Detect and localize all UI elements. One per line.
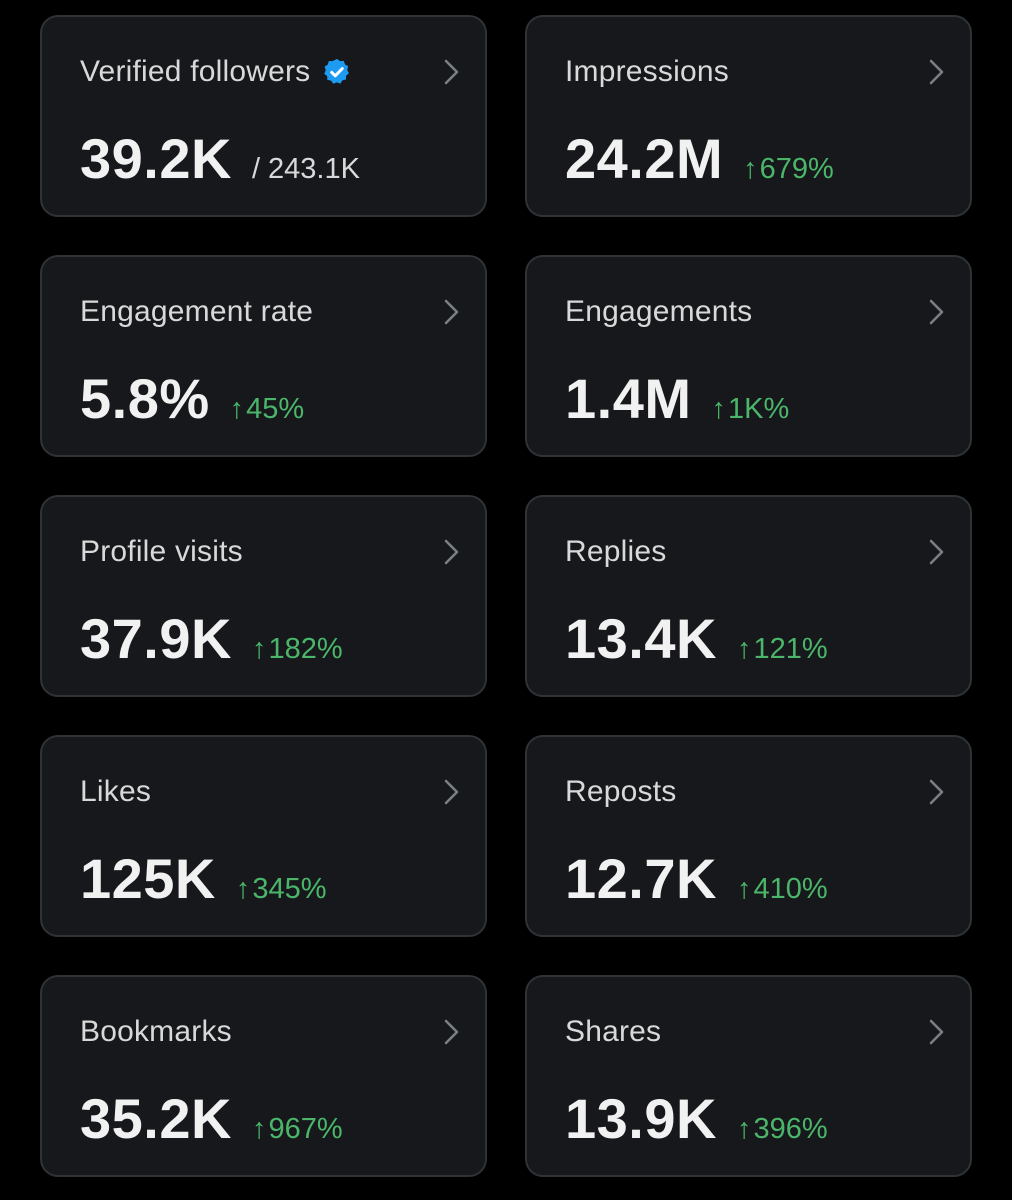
chevron-right-icon[interactable]	[437, 295, 467, 329]
card-label: Verified followers	[80, 55, 311, 88]
change-indicator: ↑ 121%	[737, 633, 828, 666]
card-shares[interactable]: Shares 13.9K ↑ 396%	[525, 975, 972, 1177]
change-percent: 679%	[759, 153, 834, 185]
up-arrow-icon: ↑	[736, 873, 752, 905]
change-indicator: ↑ 396%	[737, 1113, 828, 1146]
change-indicator: ↑ 182%	[252, 633, 343, 666]
card-label: Replies	[565, 535, 667, 568]
change-percent: 345%	[252, 873, 327, 905]
card-label: Engagement rate	[80, 295, 314, 328]
change-percent: 1K%	[728, 393, 790, 425]
card-label-row: Replies	[565, 535, 666, 569]
card-total: / 243.1K	[251, 153, 360, 185]
card-label-row: Engagement rate	[80, 295, 313, 329]
card-value: 37.9K	[80, 607, 232, 670]
card-profile-visits[interactable]: Profile visits 37.9K ↑ 182%	[40, 495, 487, 697]
change-indicator: ↑ 345%	[236, 873, 327, 906]
up-arrow-icon: ↑	[743, 153, 758, 185]
chevron-right-icon[interactable]	[437, 55, 467, 89]
card-value-row: 37.9K ↑ 182%	[80, 605, 343, 673]
up-arrow-icon: ↑	[251, 633, 267, 665]
chevron-right-icon[interactable]	[437, 535, 467, 569]
card-engagements[interactable]: Engagements 1.4M ↑ 1K%	[525, 255, 972, 457]
chevron-right-icon[interactable]	[922, 535, 952, 569]
card-value: 5.8%	[80, 367, 210, 430]
card-replies[interactable]: Replies 13.4K ↑ 121%	[525, 495, 972, 697]
card-bookmarks[interactable]: Bookmarks 35.2K ↑ 967%	[40, 975, 487, 1177]
card-engagement-rate[interactable]: Engagement rate 5.8% ↑ 45%	[40, 255, 487, 457]
card-value-row: 12.7K ↑ 410%	[565, 845, 828, 913]
card-value-row: 1.4M ↑ 1K%	[565, 365, 789, 433]
verified-badge-icon	[322, 57, 352, 87]
card-value: 39.2K	[80, 127, 232, 190]
card-value: 13.4K	[565, 607, 717, 670]
card-value-row: 24.2M ↑ 679%	[565, 125, 834, 193]
card-label: Shares	[565, 1015, 662, 1048]
card-label-row: Verified followers	[80, 55, 352, 89]
up-arrow-icon: ↑	[251, 1113, 267, 1145]
card-label: Engagements	[565, 295, 753, 328]
card-likes[interactable]: Likes 125K ↑ 345%	[40, 735, 487, 937]
card-label: Bookmarks	[80, 1015, 232, 1048]
card-value: 24.2M	[565, 127, 724, 190]
chevron-right-icon[interactable]	[922, 295, 952, 329]
chevron-right-icon[interactable]	[437, 775, 467, 809]
change-percent: 410%	[753, 873, 828, 905]
up-arrow-icon: ↑	[736, 633, 752, 665]
change-indicator: ↑ 410%	[737, 873, 828, 906]
card-label: Likes	[80, 775, 152, 808]
change-indicator: ↑ 967%	[252, 1113, 343, 1146]
card-label-row: Shares	[565, 1015, 661, 1049]
chevron-right-icon[interactable]	[922, 1015, 952, 1049]
up-arrow-icon: ↑	[235, 873, 251, 905]
card-impressions[interactable]: Impressions 24.2M ↑ 679%	[525, 15, 972, 217]
change-percent: 182%	[268, 633, 343, 665]
change-percent: 121%	[753, 633, 828, 665]
change-indicator: ↑ 1K%	[712, 393, 790, 426]
analytics-grid: Verified followers 39.2K / 243.1K Impres…	[40, 15, 972, 1177]
change-indicator: ↑ 679%	[743, 153, 834, 186]
card-value: 125K	[80, 847, 216, 910]
chevron-right-icon[interactable]	[922, 775, 952, 809]
card-label-row: Engagements	[565, 295, 752, 329]
card-value-row: 5.8% ↑ 45%	[80, 365, 304, 433]
card-label: Impressions	[565, 55, 729, 88]
card-value: 1.4M	[565, 367, 692, 430]
card-reposts[interactable]: Reposts 12.7K ↑ 410%	[525, 735, 972, 937]
change-indicator: ↑ 45%	[230, 393, 305, 426]
card-value-row: 35.2K ↑ 967%	[80, 1085, 343, 1153]
change-percent: 967%	[268, 1113, 343, 1145]
chevron-right-icon[interactable]	[922, 55, 952, 89]
up-arrow-icon: ↑	[736, 1113, 752, 1145]
card-value: 12.7K	[565, 847, 717, 910]
card-label-row: Likes	[80, 775, 151, 809]
card-value-row: 13.9K ↑ 396%	[565, 1085, 828, 1153]
change-percent: 396%	[753, 1113, 828, 1145]
card-value-row: 125K ↑ 345%	[80, 845, 327, 913]
card-value-row: 13.4K ↑ 121%	[565, 605, 828, 673]
card-label: Profile visits	[80, 535, 243, 568]
card-label-row: Impressions	[565, 55, 729, 89]
card-label: Reposts	[565, 775, 677, 808]
card-label-row: Profile visits	[80, 535, 243, 569]
card-value: 35.2K	[80, 1087, 232, 1150]
up-arrow-icon: ↑	[711, 393, 727, 425]
change-percent: 45%	[246, 393, 305, 425]
card-value: 13.9K	[565, 1087, 717, 1150]
card-label-row: Bookmarks	[80, 1015, 232, 1049]
card-value-row: 39.2K / 243.1K	[80, 125, 360, 193]
card-label-row: Reposts	[565, 775, 676, 809]
card-verified-followers[interactable]: Verified followers 39.2K / 243.1K	[40, 15, 487, 217]
up-arrow-icon: ↑	[229, 393, 245, 425]
chevron-right-icon[interactable]	[437, 1015, 467, 1049]
